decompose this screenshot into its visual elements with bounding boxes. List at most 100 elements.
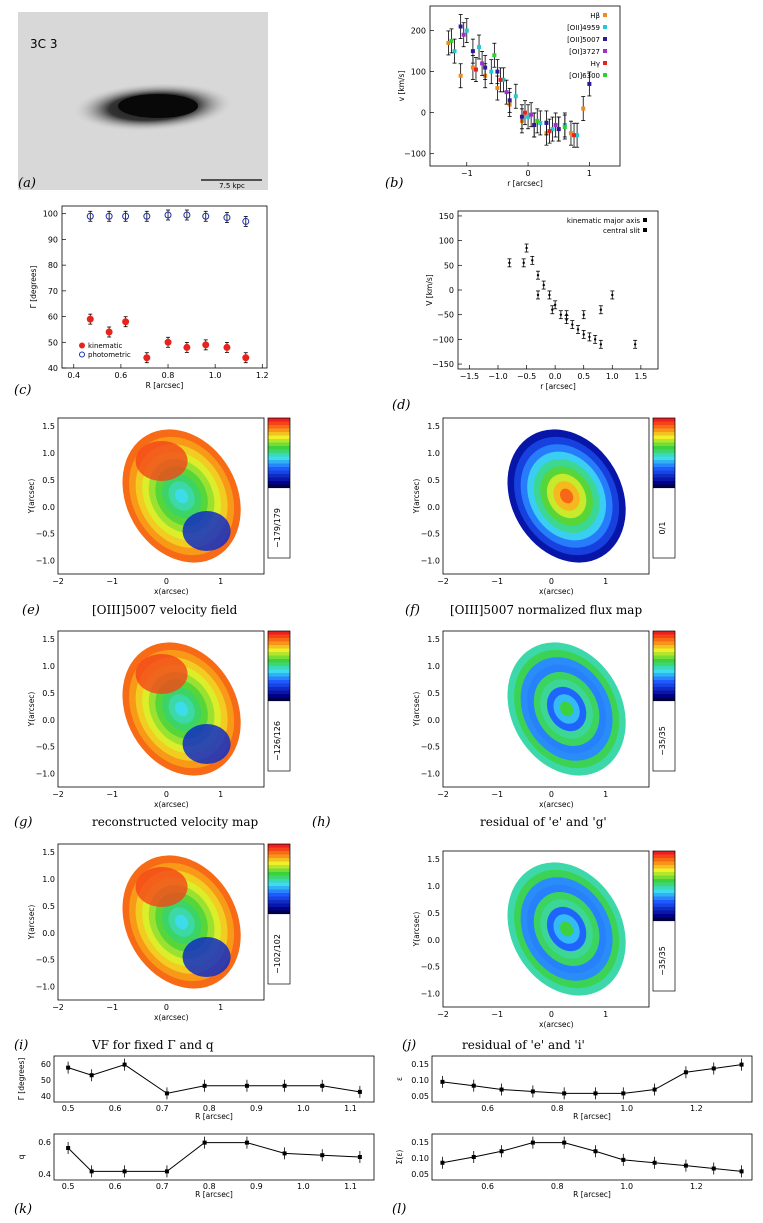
map-g: −2 −1 0 1 1.5 1.0 0.5 0.0 −0.5 −1.0 x(arcsec) Y(arc… [20,625,320,815]
map-y-tick: −0.5 [421,743,440,752]
y-tick-label: −100 [432,335,454,344]
data-point [599,343,603,346]
profile-point [683,1163,688,1168]
data-point [480,61,485,66]
data-point [544,120,549,125]
profile-y-label: ε [395,1077,404,1081]
y-tick-label: 40 [48,364,58,373]
map-x-tick: −2 [437,1010,449,1019]
colorbar-segment [653,446,675,450]
x-tick-label: −1.5 [460,372,479,381]
profile-point [202,1083,207,1088]
profile-x-tick: 0.8 [551,1182,564,1191]
map-y-tick: −1.0 [421,770,440,779]
profile-x-tick: 0.5 [62,1104,75,1113]
data-point [86,212,94,220]
title-i: VF for fixed Γ and q [92,1038,214,1052]
colorbar-segment [268,442,290,447]
profile-point [440,1160,445,1165]
x-tick-label: 0.8 [162,371,175,380]
colorbar-segment [268,418,290,422]
colorbar-segment [653,694,675,698]
data-point [498,77,503,82]
data-point [611,293,614,297]
data-point [461,32,466,37]
data-point [483,65,488,70]
profile-point [89,1073,94,1078]
profile-x-tick: 0.5 [62,1182,75,1191]
colorbar-segment [268,872,290,876]
data-point [565,313,568,316]
legend-entry-1: photometric [88,351,131,359]
profile-line [442,1142,742,1172]
colorbar-segment [653,477,675,482]
profile-point [593,1149,598,1154]
data-point [504,90,509,95]
colorbar-segment [268,896,290,901]
panel-label-h: (h) [312,815,331,830]
map-y-label: Y(arcsec) [412,479,421,515]
data-point [548,293,551,297]
map-y-tick: 0.0 [427,716,440,725]
colorbar-segment [268,879,290,883]
colorbar-segment [653,669,675,674]
data-point [522,261,525,265]
colorbar-segment [268,676,290,681]
colorbar-segment [653,903,675,908]
legend-marker-2 [603,37,607,41]
colorbar-segment [268,428,290,433]
profile-point [122,1062,127,1067]
map-y-tick: −1.0 [36,557,55,566]
data-point [571,323,574,326]
map-contour [560,921,574,937]
colorbar-segment [653,648,675,653]
legend-marker-1 [603,25,607,29]
data-point [223,343,231,351]
colorbar-segment [653,659,675,663]
profile-x-tick: 1.0 [297,1182,310,1191]
colorbar-segment [268,886,290,890]
colorbar-segment [653,697,675,702]
profile-x-tick: 1.2 [690,1104,703,1113]
profile-y-tick: 0.15 [411,1060,429,1069]
colorbar-segment [653,638,675,642]
profile-point [164,1169,169,1174]
data-point [536,273,540,277]
map-frame [442,417,650,575]
data-point [532,122,537,127]
colorbar-segment [268,477,290,482]
map-x-tick: 0 [164,790,169,799]
map-x-tick: −2 [52,790,64,799]
profile-point [202,1140,207,1145]
profile-x-tick: 1.0 [620,1104,633,1113]
plot-frame [61,205,268,369]
colorbar-segment [268,439,290,443]
map-y-label: Y(arcsec) [27,479,36,515]
profile-k: 0.5 0.6 0.7 0.8 0.9 1.0 1.1 0.6 0.4 R [arcsec] q [17,1133,375,1199]
colorbar-segment [268,432,290,436]
colorbar-segment [653,435,675,440]
colorbar-segment [268,666,290,670]
profile-x-tick: 0.6 [481,1182,494,1191]
map-y-tick: 0.5 [42,689,55,698]
colorbar-segment [653,428,675,433]
data-point [568,131,573,136]
legend-entry-5: [OI]6300 [569,72,600,80]
colorbar-segment [653,460,675,464]
profile-x-tick: 0.8 [551,1104,564,1113]
data-point [223,214,231,222]
data-point [470,49,475,54]
y-tick-label: 100 [43,210,58,219]
map-region-red [135,441,188,481]
data-point [572,133,577,138]
legend-entry-1: central slit [603,227,640,235]
map-x-tick: 1 [218,577,223,586]
map-y-tick: −0.5 [36,956,55,965]
map-y-label: Y(arcsec) [412,912,421,948]
map-y-tick: 1.0 [427,882,440,891]
data-point [538,120,543,125]
data-point [633,343,637,346]
colorbar-segment [653,872,675,876]
colorbar-segment [653,474,675,478]
data-point [529,112,534,117]
